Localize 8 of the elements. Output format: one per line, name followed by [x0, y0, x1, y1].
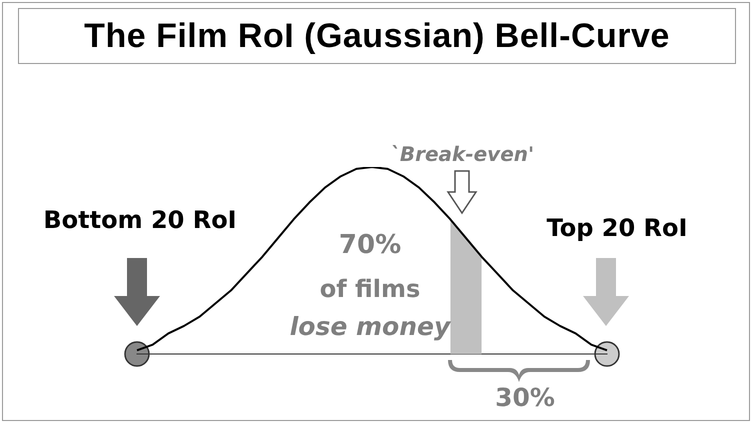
annotation: 70% — [338, 230, 402, 260]
annotation: Top 20 RoI — [546, 214, 688, 242]
annotation: lose money — [290, 312, 450, 341]
text: `Break-even' — [390, 142, 534, 166]
text: 30% — [495, 383, 555, 412]
chart-title: The Film RoI (Gaussian) Bell-Curve — [18, 8, 736, 64]
annotation: Bottom 20 RoI — [43, 206, 237, 234]
annotation: of films — [320, 275, 420, 303]
